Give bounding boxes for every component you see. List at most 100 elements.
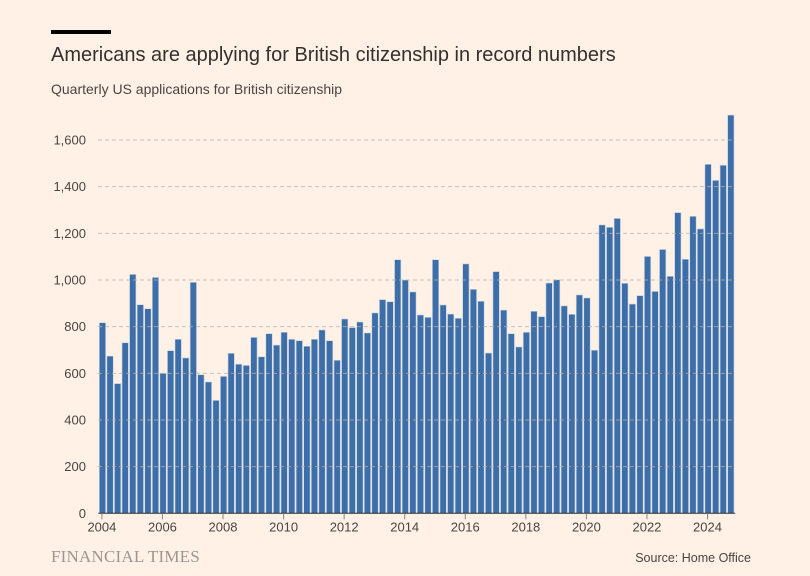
bar-2011-q4 [333, 359, 341, 514]
bar-2010-q4 [303, 345, 311, 514]
bar-2006-q1 [159, 373, 167, 514]
y-axis: 0 200 400 600 800 1,000 1,200 1,400 1,600 [53, 133, 86, 521]
ft-logo: FINANCIAL TIMES [51, 547, 200, 566]
bar-2021-q3 [628, 303, 636, 514]
bar-2008-q4 [242, 365, 250, 514]
bar-2013-q4 [394, 259, 402, 514]
bar-2019-q3 [568, 313, 576, 514]
chart-subtitle: Quarterly US applications for British ci… [51, 81, 343, 97]
bar-2018-q3 [538, 316, 546, 514]
bar-2022-q1 [644, 256, 652, 514]
bar-2017-q4 [515, 346, 523, 514]
bar-2006-q2 [167, 350, 175, 514]
bar-2017-q1 [492, 271, 500, 514]
bar-2005-q2 [136, 304, 144, 514]
bar-2023-q1 [674, 212, 682, 514]
bar-2020-q1 [583, 297, 591, 514]
x-tick-label: 2022 [632, 519, 661, 534]
bar-2014-q1 [401, 279, 409, 514]
bar-2023-q2 [681, 258, 689, 514]
y-tick-label: 1,000 [53, 273, 86, 288]
bar-2023-q4 [697, 228, 705, 514]
bar-2024-q4 [727, 114, 735, 514]
bar-2006-q4 [182, 357, 190, 514]
x-tick-label: 2024 [693, 519, 722, 534]
bar-2009-q3 [265, 333, 273, 514]
y-tick-label: 1,200 [53, 226, 86, 241]
source-note: Source: Home Office [635, 551, 751, 565]
bar-2024-q1 [704, 163, 712, 514]
bar-2019-q2 [560, 305, 568, 514]
x-tick-label: 2008 [209, 519, 238, 534]
title-accent-rule [51, 30, 111, 34]
bar-2013-q1 [371, 312, 379, 514]
bar-2004-q3 [114, 383, 122, 514]
bar-2004-q4 [121, 342, 129, 514]
bar-2015-q3 [447, 313, 455, 514]
y-tick-label: 400 [64, 412, 86, 427]
bar-2013-q3 [386, 301, 394, 514]
bar-2009-q4 [273, 344, 281, 514]
y-tick-label: 200 [64, 459, 86, 474]
bar-2015-q2 [439, 304, 447, 514]
bar-2015-q4 [454, 317, 462, 514]
bar-2022-q3 [659, 249, 667, 514]
bar-2010-q1 [280, 331, 288, 514]
bar-2005-q3 [144, 308, 152, 514]
bar-2013-q2 [379, 299, 387, 514]
bar-2012-q3 [356, 321, 364, 514]
bar-2021-q1 [613, 218, 621, 514]
x-tick-label: 2014 [390, 519, 419, 534]
gridlines-layer [98, 139, 736, 514]
bar-2004-q2 [106, 355, 114, 514]
bar-2019-q4 [575, 294, 583, 514]
bar-2014-q2 [409, 291, 417, 514]
bar-2011-q3 [326, 340, 334, 514]
bar-2020-q2 [591, 349, 599, 514]
bar-2022-q2 [651, 291, 659, 514]
bar-2016-q4 [485, 352, 493, 514]
bar-2007-q1 [189, 282, 197, 514]
y-tick-label: 800 [64, 319, 86, 334]
bar-2006-q3 [174, 338, 182, 514]
x-tick-label: 2012 [330, 519, 359, 534]
bar-2005-q1 [129, 274, 137, 514]
bar-2018-q2 [530, 310, 538, 514]
bars-layer [99, 114, 735, 514]
bar-2016-q3 [477, 300, 485, 514]
x-tick-label: 2020 [572, 519, 601, 534]
bar-2005-q4 [151, 277, 159, 514]
bar-2010-q2 [288, 338, 296, 514]
bar-2007-q2 [197, 374, 205, 514]
x-axis: 2004 2006 2008 2010 2012 2014 2016 2018 2020 2022… [87, 513, 722, 534]
bar-2018-q1 [522, 331, 530, 514]
chart-title: Americans are applying for British citiz… [51, 44, 616, 66]
y-tick-label: 0 [79, 506, 86, 521]
y-tick-label: 1,400 [53, 179, 86, 194]
bar-2021-q4 [636, 295, 644, 514]
bar-2008-q1 [220, 376, 228, 514]
bar-2008-q2 [227, 352, 235, 514]
x-tick-label: 2006 [148, 519, 177, 534]
bar-2011-q2 [318, 329, 326, 514]
bar-2014-q3 [416, 314, 424, 514]
y-tick-label: 600 [64, 366, 86, 381]
bar-2007-q3 [204, 381, 212, 514]
bar-2020-q4 [606, 226, 614, 514]
x-tick-label: 2004 [87, 519, 116, 534]
bar-2024-q2 [712, 180, 720, 514]
bar-2023-q3 [689, 216, 697, 514]
bar-2017-q2 [500, 309, 508, 514]
bar-2015-q1 [432, 259, 440, 514]
bar-2021-q2 [621, 282, 629, 514]
bar-2004-q1 [99, 322, 106, 514]
bar-2016-q2 [469, 289, 477, 514]
bar-2010-q3 [295, 340, 303, 514]
bar-2022-q4 [666, 275, 674, 514]
bar-2017-q3 [507, 333, 515, 514]
bar-2024-q3 [719, 164, 727, 514]
bar-2007-q4 [212, 400, 220, 514]
x-tick-label: 2010 [269, 519, 298, 534]
bar-2012-q1 [341, 318, 349, 514]
